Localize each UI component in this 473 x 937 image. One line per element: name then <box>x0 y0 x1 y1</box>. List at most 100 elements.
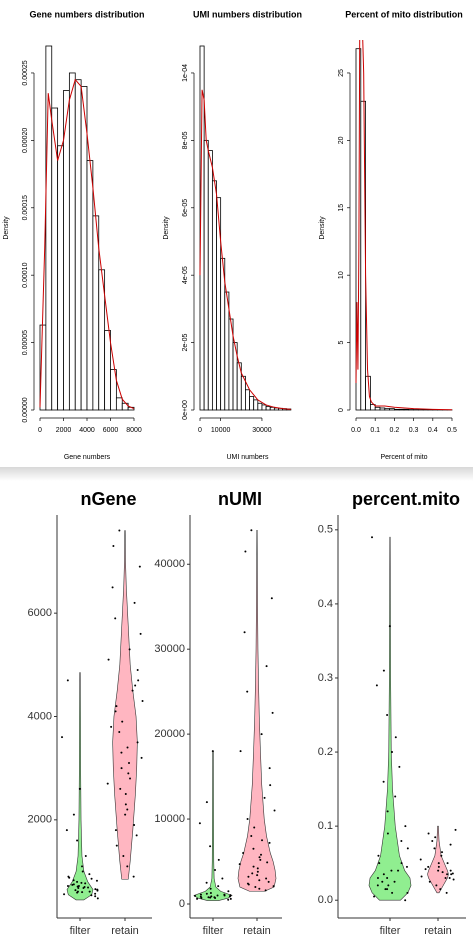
jitter-point <box>394 736 397 739</box>
jitter-point <box>263 796 266 799</box>
density-line <box>39 78 135 410</box>
jitter-point <box>115 705 118 708</box>
histogram-bar <box>92 215 100 411</box>
y-tick-label: 5 <box>338 341 345 345</box>
histogram-bar <box>207 150 213 411</box>
jitter-point <box>449 869 452 872</box>
jitter-point <box>260 853 263 856</box>
jitter-point <box>213 896 216 899</box>
histogram-bar <box>261 404 267 411</box>
jitter-point <box>440 854 443 857</box>
jitter-point <box>96 888 99 891</box>
jitter-point <box>397 869 400 872</box>
jitter-point <box>120 767 123 770</box>
y-tick-label: 6000 <box>28 607 52 619</box>
jitter-point <box>373 895 376 898</box>
jitter-point <box>111 586 114 589</box>
jitter-point <box>84 882 87 885</box>
histogram-bar <box>379 407 386 411</box>
jitter-point <box>81 891 84 894</box>
jitter-point <box>406 847 409 850</box>
jitter-point <box>400 862 403 865</box>
x-tick-label: 0.5 <box>447 427 457 434</box>
x-tick-label: 0.4 <box>428 427 438 434</box>
jitter-point <box>84 855 87 857</box>
jitter-point <box>400 839 403 842</box>
jitter-point <box>76 891 79 894</box>
jitter-point <box>209 896 212 899</box>
jitter-point <box>439 888 442 891</box>
jitter-point <box>88 890 91 893</box>
jitter-point <box>261 839 264 842</box>
jitter-point <box>209 887 212 890</box>
jitter-point <box>227 898 230 901</box>
jitter-point <box>376 876 379 879</box>
jitter-point <box>272 885 275 888</box>
jitter-point <box>94 892 97 895</box>
histogram-bar <box>265 406 271 411</box>
jitter-point <box>387 884 390 887</box>
jitter-point <box>118 731 121 733</box>
jitter-point <box>254 886 257 888</box>
jitter-point <box>452 878 455 881</box>
histogram-bar <box>68 72 76 411</box>
histogram-bar <box>57 145 64 411</box>
jitter-point <box>205 892 208 895</box>
chart-title: Percent of mito distribution <box>345 9 463 19</box>
jitter-point <box>128 762 131 764</box>
jitter-point <box>136 741 139 744</box>
jitter-point <box>133 824 136 826</box>
jitter-point <box>68 876 71 879</box>
jitter-point <box>382 669 385 672</box>
jitter-point <box>419 858 422 861</box>
jitter-point <box>382 873 385 876</box>
x-tick-label: 8000 <box>126 427 142 434</box>
y-tick-label: 30000 <box>154 643 185 655</box>
jitter-point <box>205 881 208 884</box>
jitter-point <box>246 818 249 821</box>
y-axis-label: Density <box>163 216 170 240</box>
jitter-point <box>434 836 437 839</box>
y-tick-label: 10 <box>338 271 345 279</box>
y-axis-label: Density <box>319 216 326 240</box>
jitter-point <box>120 751 123 754</box>
y-tick-label: 6e-05 <box>182 199 189 217</box>
histogram-bar <box>249 396 255 411</box>
x-tick-label: 0.1 <box>370 427 380 434</box>
jitter-point <box>258 879 261 882</box>
violin <box>237 529 277 892</box>
x-tick-label: retain <box>424 925 452 937</box>
jitter-point <box>217 885 220 888</box>
jitter-point <box>242 852 245 855</box>
jitter-point <box>221 877 224 880</box>
jitter-point <box>386 714 389 717</box>
jitter-point <box>258 856 261 859</box>
y-tick-label: 0.5 <box>318 524 333 536</box>
x-tick-label: 2000 <box>56 427 72 434</box>
y-tick-label: 0 <box>338 408 345 412</box>
jitter-point <box>110 725 113 728</box>
jitter-point <box>141 700 144 702</box>
jitter-point <box>420 875 423 878</box>
jitter-point <box>441 851 444 854</box>
x-tick-label: 0.3 <box>409 427 419 434</box>
histogram-panel: Percent of mito distribution Percent of m… <box>319 9 463 460</box>
jitter-point <box>210 895 213 898</box>
jitter-point <box>437 869 440 872</box>
violin <box>112 530 138 880</box>
jitter-point <box>209 845 212 848</box>
jitter-point <box>114 617 117 620</box>
jitter-point <box>238 863 241 866</box>
jitter-point <box>207 896 210 899</box>
jitter-point <box>81 865 84 868</box>
jitter-point <box>246 882 249 885</box>
jitter-point <box>454 828 457 831</box>
y-tick-label: 0.00005 <box>22 330 29 355</box>
jitter-point <box>114 710 117 713</box>
histogram-bar <box>403 408 410 411</box>
jitter-point <box>127 772 130 775</box>
jitter-point <box>71 883 74 886</box>
y-tick-label: 0.00000 <box>22 397 29 422</box>
jitter-point <box>214 869 217 872</box>
